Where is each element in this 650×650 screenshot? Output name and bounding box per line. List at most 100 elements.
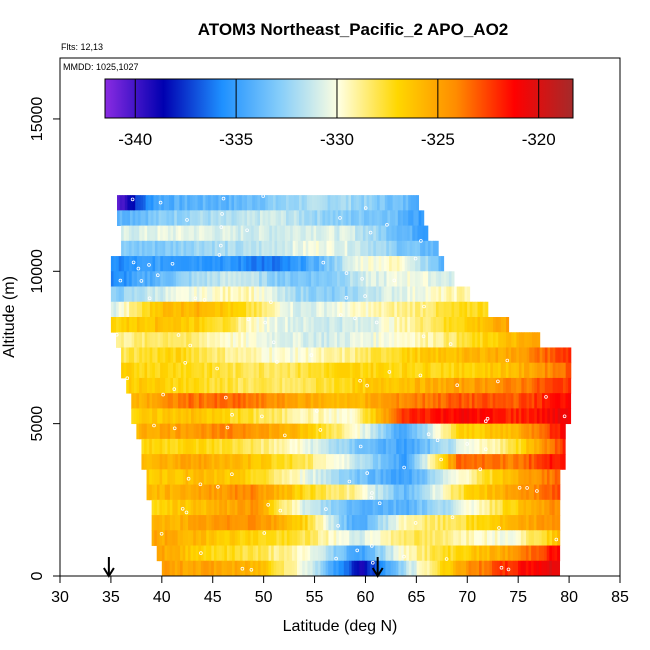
heatmap-cell (276, 454, 280, 470)
heatmap-cell (260, 210, 264, 226)
heatmap-cell (151, 469, 155, 485)
heatmap-cell (438, 377, 442, 394)
heatmap-cell (326, 347, 330, 364)
heatmap-cell (255, 423, 259, 440)
heatmap-cell (220, 256, 224, 272)
heatmap-cell (529, 377, 533, 394)
heatmap-cell (500, 438, 504, 455)
heatmap-cell (259, 286, 263, 303)
colorbar-ticks: -340 -335 -330 -325 -320 (118, 79, 556, 149)
heatmap-cell (318, 301, 322, 318)
heatmap-cell (396, 225, 400, 242)
heatmap-cell (372, 484, 376, 501)
heatmap-cell (227, 286, 231, 303)
sample-marker (448, 342, 453, 346)
heatmap-cell (382, 210, 386, 226)
heatmap-cell (263, 408, 267, 425)
heatmap-cell (433, 362, 437, 379)
heatmap-cell (461, 286, 465, 303)
heatmap-cell (354, 545, 358, 562)
sample-marker (347, 479, 352, 484)
heatmap-cell (240, 408, 244, 425)
heatmap-cell (349, 515, 353, 531)
heatmap-cell (448, 271, 452, 287)
heatmap-cell (287, 301, 291, 318)
heatmap-cell (445, 499, 449, 516)
heatmap-cell (526, 377, 530, 394)
heatmap-cell (243, 271, 247, 287)
heatmap-cell (414, 454, 418, 470)
heatmap-cell (528, 484, 532, 501)
heatmap-cell (415, 317, 419, 333)
heatmap-cell (551, 560, 555, 577)
heatmap-cell (528, 530, 532, 546)
heatmap-cell (326, 225, 330, 242)
heatmap-cell (489, 484, 493, 501)
heatmap-cell (306, 210, 310, 226)
heatmap-cell (232, 362, 236, 379)
heatmap-cell (178, 271, 182, 287)
heatmap-cell (356, 195, 360, 211)
heatmap-cell (308, 317, 312, 333)
heatmap-cell (139, 271, 143, 287)
heatmap-cell (170, 454, 174, 470)
heatmap-cell (183, 408, 187, 425)
heatmap-cell (390, 560, 394, 577)
heatmap-cell (563, 347, 567, 364)
heatmap-cell (458, 408, 462, 425)
heatmap-cell (370, 408, 374, 425)
heatmap-cell (485, 347, 489, 364)
heatmap-cell (409, 515, 413, 531)
heatmap-cell (264, 362, 268, 379)
heatmap-cell (246, 332, 249, 348)
heatmap-cell (520, 484, 524, 501)
heatmap-cell (341, 423, 345, 440)
heatmap-cell (375, 393, 379, 409)
heatmap-cell (149, 301, 153, 318)
heatmap-cell (469, 454, 473, 470)
heatmap-cell (196, 423, 200, 440)
heatmap-cell (302, 377, 306, 394)
heatmap-cell (445, 530, 449, 546)
heatmap-cell (285, 317, 289, 333)
heatmap-cell (221, 469, 225, 485)
heatmap-cell (402, 301, 406, 318)
heatmap-cell (154, 377, 158, 394)
heatmap-cell (394, 286, 398, 303)
heatmap-cell (142, 332, 145, 348)
heatmap-cell (240, 377, 244, 394)
heatmap-cell (217, 286, 221, 303)
heatmap-cell (411, 438, 415, 455)
heatmap-cell (154, 530, 158, 546)
heatmap-cell (524, 347, 528, 364)
heatmap-cell (355, 271, 359, 287)
heatmap-cell (492, 423, 496, 440)
heatmap-cell (135, 210, 139, 226)
heatmap-cell (135, 195, 139, 211)
heatmap-cell (381, 362, 385, 379)
heatmap-cell (252, 560, 256, 577)
heatmap-cell (222, 362, 226, 379)
heatmap-cell (393, 515, 397, 531)
heatmap-cell (328, 499, 332, 516)
heatmap-cell (292, 515, 296, 531)
sample-marker (263, 320, 267, 325)
heatmap-cell (173, 362, 177, 379)
heatmap-cell (131, 240, 135, 257)
heatmap-cell (304, 545, 308, 562)
heatmap-cell (161, 545, 165, 562)
heatmap-cell (134, 225, 138, 242)
heatmap-cell (344, 317, 348, 333)
heatmap-cell (419, 484, 423, 501)
heatmap-cell (424, 515, 428, 531)
heatmap-cell (305, 438, 309, 455)
heatmap-cell (292, 469, 296, 485)
heatmap-cell (376, 286, 380, 303)
heatmap-cell (447, 545, 451, 562)
heatmap-cell (466, 347, 470, 364)
heatmap-cell (198, 560, 202, 577)
heatmap-cell (492, 499, 496, 516)
heatmap-cell (178, 332, 182, 348)
heatmap-cell (212, 271, 216, 287)
heatmap-cell (268, 530, 272, 546)
